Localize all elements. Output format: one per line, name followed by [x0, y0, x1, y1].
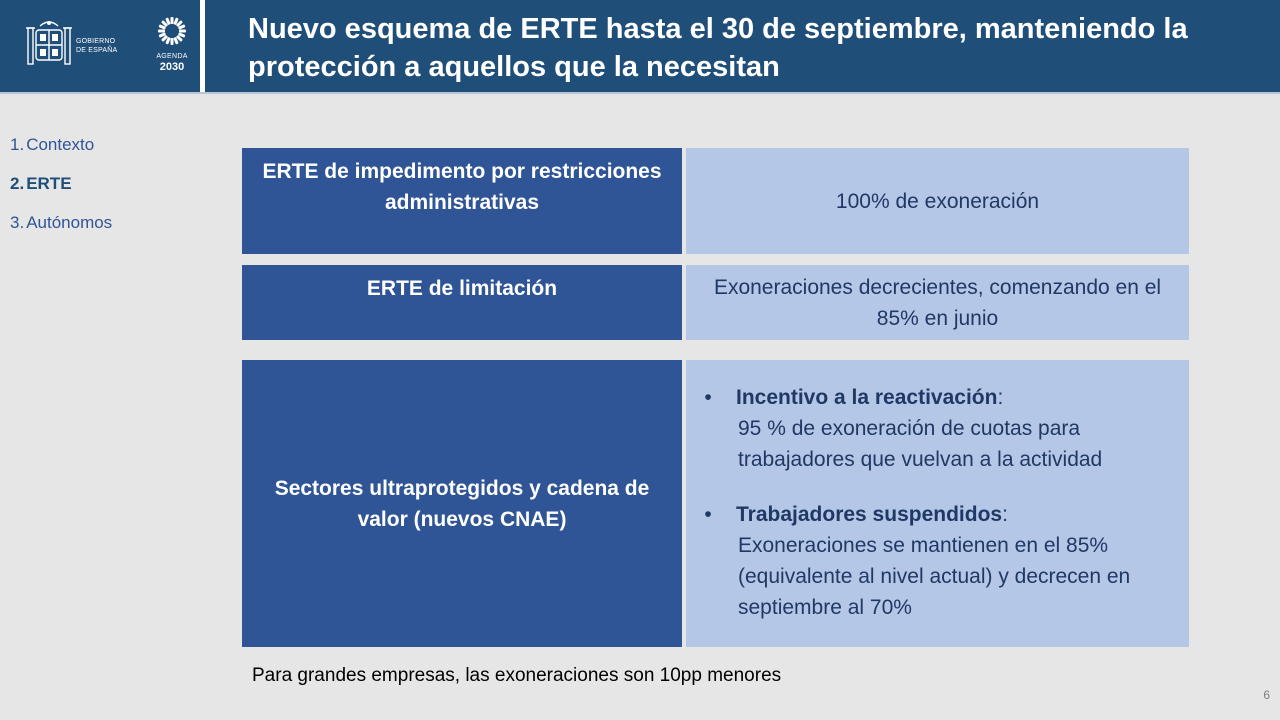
erte-type-label: ERTE de limitación [366, 277, 558, 300]
nav-item-number: 2. [10, 174, 25, 193]
exoneration-cell: • Incentivo a la reactivación: 95 % de e… [686, 360, 1189, 647]
bullet-heading: Incentivo a la reactivación [736, 386, 998, 409]
agenda-2030-logo: AGENDA 2030 [152, 16, 192, 76]
footnote: Para grandes empresas, las exoneraciones… [252, 665, 782, 686]
coat-of-arms-icon [26, 21, 72, 65]
exoneration-text: Exoneraciones decrecientes, comenzando e… [713, 275, 1162, 330]
logo-divider [200, 0, 205, 92]
nav-item-contexto[interactable]: 1. Contexto [10, 134, 210, 173]
erte-type-cell: Sectores ultraprotegidos y cadena de val… [242, 360, 682, 647]
bullet-colon: : [997, 386, 1004, 409]
bullet-heading: Trabajadores suspendidos [736, 503, 1003, 526]
nav-item-autonomos[interactable]: 3. Autónomos [10, 212, 210, 251]
nav-item-number: 3. [10, 213, 25, 232]
section-nav: 1. Contexto 2. ERTE 3. Autónomos [10, 134, 210, 251]
erte-type-cell: ERTE de impedimento por restricciones ad… [242, 148, 682, 254]
bullet-icon: • [704, 386, 712, 409]
table-row: ERTE de impedimento por restricciones ad… [242, 148, 1189, 254]
list-item: • Incentivo a la reactivación: 95 % de e… [698, 382, 1173, 475]
agenda-label: AGENDA [156, 53, 188, 60]
nav-item-label: ERTE [26, 174, 72, 193]
slide-title: Nuevo esquema de ERTE hasta el 30 de sep… [248, 13, 1188, 83]
list-item: • Trabajadores suspendidos: Exoneracione… [698, 499, 1173, 623]
exoneration-cell: Exoneraciones decrecientes, comenzando e… [686, 265, 1189, 340]
erte-type-label: Sectores ultraprotegidos y cadena de val… [274, 476, 650, 531]
bullet-icon: • [704, 503, 712, 526]
table-row: Sectores ultraprotegidos y cadena de val… [242, 360, 1189, 647]
gov-logo-line2: DE ESPAÑA [76, 47, 118, 54]
sdg-wheel-icon [158, 17, 186, 45]
nav-item-number: 1. [10, 135, 25, 154]
page-number: 6 [1263, 688, 1270, 702]
header-rule [0, 92, 1280, 94]
exoneration-text: 100% de exoneración [835, 189, 1040, 213]
nav-item-label: Contexto [26, 135, 95, 154]
erte-type-cell: ERTE de limitación [242, 265, 682, 340]
gov-logo-line1: GOBIERNO [76, 38, 116, 45]
bullet-colon: : [1002, 503, 1008, 526]
slide-header: GOBIERNO DE ESPAÑA [0, 0, 1280, 92]
exoneration-cell: 100% de exoneración [686, 148, 1189, 254]
erte-type-label: ERTE de impedimento por restricciones ad… [262, 160, 662, 214]
table-row: ERTE de limitación Exoneraciones decreci… [242, 265, 1189, 340]
government-logo-text: GOBIERNO DE ESPAÑA [76, 37, 117, 55]
logo-area: GOBIERNO DE ESPAÑA [0, 0, 200, 92]
nav-item-erte[interactable]: 2. ERTE [10, 173, 210, 212]
bullet-body: Exoneraciones se mantienen en el 85% (eq… [738, 534, 1131, 619]
nav-item-label: Autónomos [26, 213, 113, 232]
agenda-year: 2030 [159, 61, 185, 73]
bullet-body: 95 % de exoneración de cuotas para traba… [738, 417, 1103, 471]
